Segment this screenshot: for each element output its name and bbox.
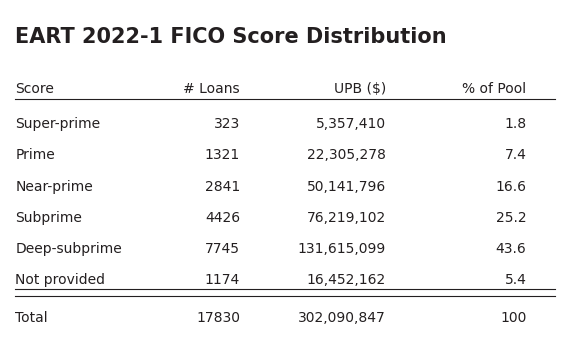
Text: % of Pool: % of Pool — [462, 82, 527, 96]
Text: 100: 100 — [500, 311, 527, 325]
Text: 323: 323 — [214, 117, 240, 131]
Text: EART 2022-1 FICO Score Distribution: EART 2022-1 FICO Score Distribution — [15, 27, 447, 47]
Text: 50,141,796: 50,141,796 — [307, 180, 386, 193]
Text: Subprime: Subprime — [15, 211, 82, 225]
Text: 7.4: 7.4 — [504, 148, 527, 162]
Text: Total: Total — [15, 311, 48, 325]
Text: 302,090,847: 302,090,847 — [298, 311, 386, 325]
Text: 4426: 4426 — [205, 211, 240, 225]
Text: 131,615,099: 131,615,099 — [298, 242, 386, 256]
Text: Prime: Prime — [15, 148, 55, 162]
Text: 16,452,162: 16,452,162 — [307, 273, 386, 287]
Text: UPB ($): UPB ($) — [334, 82, 386, 96]
Text: 5,357,410: 5,357,410 — [316, 117, 386, 131]
Text: Not provided: Not provided — [15, 273, 105, 287]
Text: Deep-subprime: Deep-subprime — [15, 242, 122, 256]
Text: 76,219,102: 76,219,102 — [307, 211, 386, 225]
Text: 43.6: 43.6 — [496, 242, 527, 256]
Text: # Loans: # Loans — [184, 82, 240, 96]
Text: 5.4: 5.4 — [504, 273, 527, 287]
Text: 22,305,278: 22,305,278 — [307, 148, 386, 162]
Text: 17830: 17830 — [196, 311, 240, 325]
Text: Score: Score — [15, 82, 54, 96]
Text: 25.2: 25.2 — [496, 211, 527, 225]
Text: 1.8: 1.8 — [504, 117, 527, 131]
Text: Near-prime: Near-prime — [15, 180, 93, 193]
Text: 16.6: 16.6 — [495, 180, 527, 193]
Text: 7745: 7745 — [205, 242, 240, 256]
Text: Super-prime: Super-prime — [15, 117, 100, 131]
Text: 2841: 2841 — [205, 180, 240, 193]
Text: 1174: 1174 — [205, 273, 240, 287]
Text: 1321: 1321 — [205, 148, 240, 162]
